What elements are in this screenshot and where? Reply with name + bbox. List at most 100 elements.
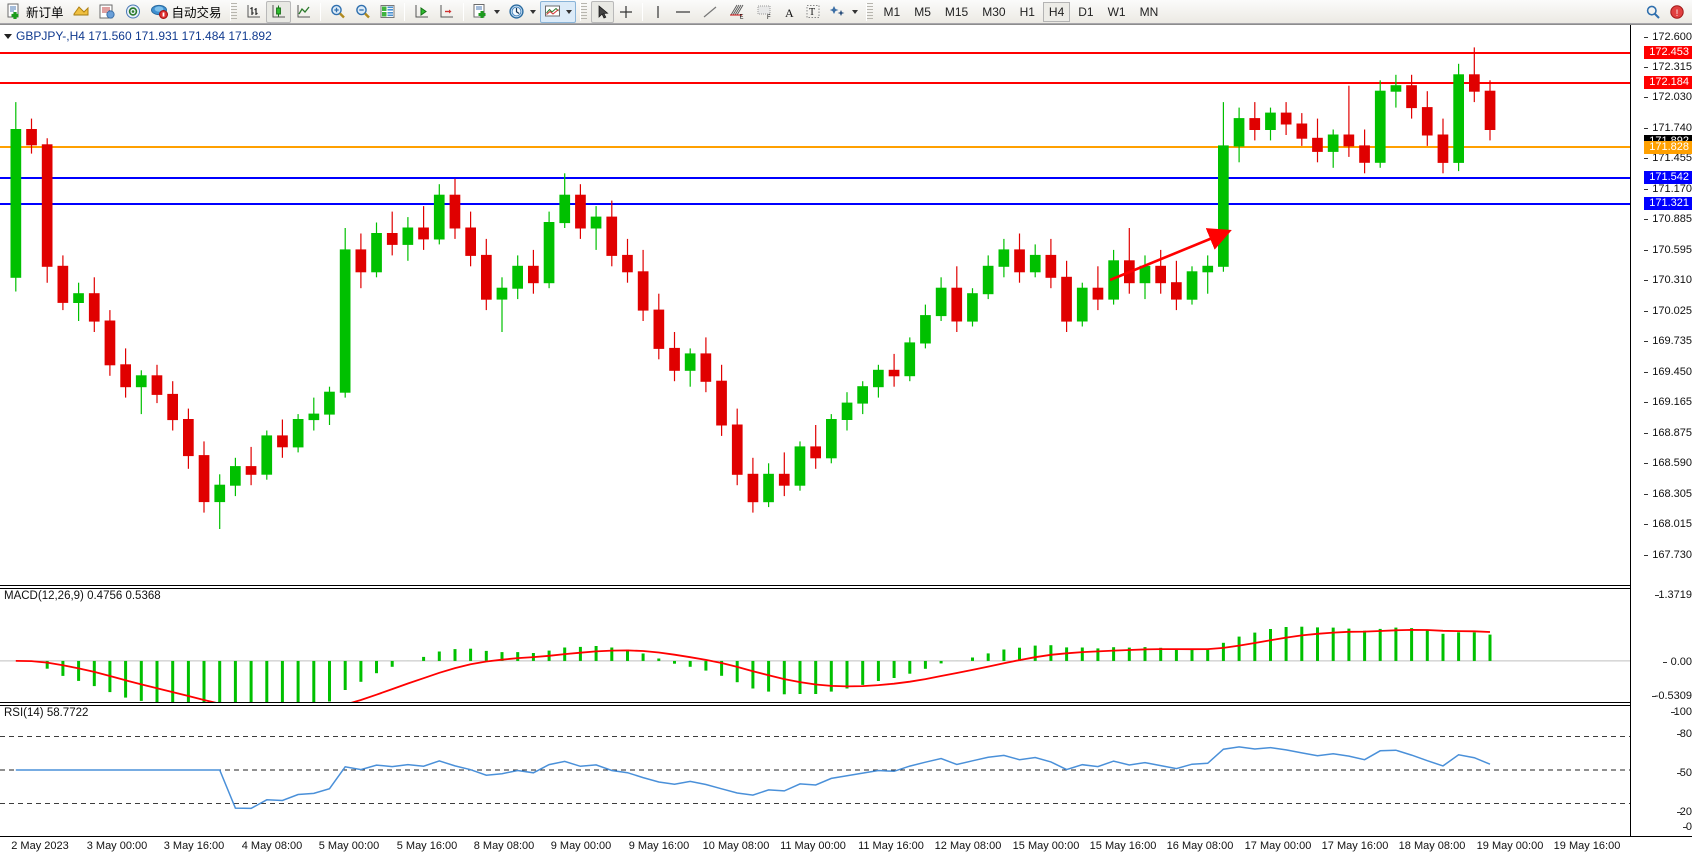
price-tick: 172.030 <box>1643 91 1692 104</box>
bar-chart-mode-button[interactable] <box>241 1 266 23</box>
time-scale[interactable]: 2 May 2023 3 May 00:00 3 May 16:00 4 May… <box>0 836 1692 857</box>
time-tick: 9 May 16:00 <box>628 840 690 852</box>
chevron-down-icon-2[interactable] <box>529 9 536 14</box>
price-plot-area[interactable]: GBPJPY-,H4 171.560 171.931 171.484 171.8… <box>0 25 1631 836</box>
channel-button[interactable]: F <box>751 1 779 23</box>
chart-menu-arrow-icon[interactable] <box>4 34 12 40</box>
support-line-2[interactable] <box>0 203 1630 205</box>
zoom-in-icon <box>330 4 345 19</box>
candlestick-mode-button[interactable] <box>265 0 291 23</box>
rsi-tick: 0 <box>1682 821 1692 834</box>
time-tick: 17 May 16:00 <box>1321 840 1389 852</box>
trend-arrow-annotation[interactable] <box>1107 220 1267 290</box>
timeframe-m5[interactable]: M5 <box>914 4 931 19</box>
auto-trading-button[interactable]: 自动交易 <box>146 1 226 23</box>
search-button[interactable] <box>1641 1 1665 23</box>
toolbar-right-group: ! <box>1641 1 1692 23</box>
templates-button[interactable] <box>539 0 576 23</box>
price-tick: 170.025 <box>1643 305 1692 318</box>
svg-text:F: F <box>767 15 771 20</box>
toolbar-separator-3 <box>462 2 464 21</box>
pivot-line[interactable] <box>0 146 1630 148</box>
cursor-icon <box>598 4 609 18</box>
chart-window[interactable]: GBPJPY-,H4 171.560 171.931 171.484 171.8… <box>0 24 1692 857</box>
toolbar-grip[interactable] <box>229 2 237 21</box>
chevron-down-icon[interactable] <box>493 9 500 14</box>
trendline-button[interactable] <box>697 1 723 23</box>
price-scale[interactable]: 172.600 172.315 172.030 171.740 171.455 … <box>1631 25 1692 836</box>
rsi-indicator-label[interactable]: RSI(14) 58.7722 <box>4 707 89 719</box>
time-tick: 9 May 00:00 <box>550 840 612 852</box>
line-chart-mode-button[interactable] <box>291 1 316 23</box>
macd-panel-divider <box>0 585 1630 586</box>
navigator-button[interactable] <box>120 1 146 23</box>
toolbar-grip-2[interactable] <box>579 2 587 21</box>
timeframe-d1[interactable]: D1 <box>1078 4 1094 19</box>
cursor-tool-button[interactable] <box>590 0 614 23</box>
price-tag-support-1[interactable]: 171.542 <box>1644 171 1692 184</box>
chevron-down-icon-3[interactable] <box>565 9 572 14</box>
price-tick: 171.740 <box>1643 122 1692 135</box>
label-tool-button[interactable]: T <box>801 1 825 23</box>
macd-tick: -0.5309 <box>1651 690 1692 703</box>
rsi-tick: 20 <box>1676 806 1692 819</box>
zoom-out-button[interactable] <box>350 1 375 23</box>
timeframe-m15[interactable]: M15 <box>944 4 969 19</box>
price-tag-resistance-1[interactable]: 172.453 <box>1644 46 1692 59</box>
grid-button[interactable] <box>375 1 400 23</box>
zoom-out-icon <box>355 4 370 19</box>
time-tick: 19 May 16:00 <box>1553 840 1621 852</box>
price-tick: 167.730 <box>1643 549 1692 562</box>
grid-icon <box>380 5 395 18</box>
data-window-button[interactable] <box>94 1 120 23</box>
period-button[interactable] <box>504 1 540 23</box>
chart-title-text: GBPJPY-,H4 171.560 171.931 171.484 171.8… <box>16 29 272 43</box>
chevron-down-icon-4[interactable] <box>851 9 858 14</box>
toolbar-grip-3[interactable] <box>865 2 873 21</box>
chart-shift-button[interactable] <box>434 1 459 23</box>
shapes-button[interactable] <box>825 1 862 23</box>
time-tick: 5 May 00:00 <box>318 840 380 852</box>
add-indicator-button[interactable] <box>468 1 504 23</box>
crosshair-tool-button[interactable] <box>614 1 638 23</box>
candlestick-series <box>10 47 1496 529</box>
shift-end-icon <box>440 5 453 18</box>
support-line-1[interactable] <box>0 177 1630 179</box>
price-tag-pivot[interactable]: 171.828 <box>1644 141 1692 154</box>
macd-series <box>0 626 1630 702</box>
new-order-button[interactable]: 新订单 <box>2 1 68 23</box>
resistance-line-2[interactable] <box>0 82 1630 84</box>
time-tick: 17 May 00:00 <box>1244 840 1312 852</box>
price-tag-resistance-2[interactable]: 172.184 <box>1644 76 1692 89</box>
timeframe-mn[interactable]: MN <box>1139 4 1159 19</box>
timeframe-h1[interactable]: H1 <box>1019 4 1035 19</box>
vertical-line-icon <box>656 5 659 18</box>
help-button[interactable]: ! <box>1665 1 1689 23</box>
fibonacci-button[interactable]: E <box>723 1 751 23</box>
text-tool-button[interactable]: A <box>779 1 801 23</box>
resistance-line-1[interactable] <box>0 52 1630 54</box>
time-tick: 16 May 08:00 <box>1166 840 1234 852</box>
search-icon <box>1646 5 1660 19</box>
auto-scroll-button[interactable] <box>409 1 434 23</box>
macd-indicator-label[interactable]: MACD(12,26,9) 0.4756 0.5368 <box>4 590 161 602</box>
horizontal-line-button[interactable] <box>669 1 697 23</box>
zoom-in-button[interactable] <box>325 1 350 23</box>
timeframe-m1[interactable]: M1 <box>883 4 901 19</box>
rsi-panel-divider <box>0 702 1630 703</box>
timeframe-m30[interactable]: M30 <box>982 4 1006 19</box>
price-tag-support-2[interactable]: 171.321 <box>1644 197 1692 210</box>
toolbar-separator <box>319 2 321 21</box>
toolbar-separator-2 <box>403 2 405 21</box>
market-watch-button[interactable] <box>68 1 94 23</box>
time-tick: 8 May 08:00 <box>473 840 535 852</box>
time-tick: 3 May 00:00 <box>86 840 148 852</box>
vertical-line-button[interactable] <box>647 1 669 23</box>
price-tick: 169.450 <box>1643 366 1692 379</box>
price-tick: 170.885 <box>1643 213 1692 226</box>
timeframe-w1[interactable]: W1 <box>1107 4 1126 19</box>
macd-tick: 0.00 <box>1662 656 1692 669</box>
timeframe-h4[interactable]: H4 <box>1042 1 1071 22</box>
shapes-icon <box>829 6 844 16</box>
help-icon: ! <box>1670 4 1684 19</box>
